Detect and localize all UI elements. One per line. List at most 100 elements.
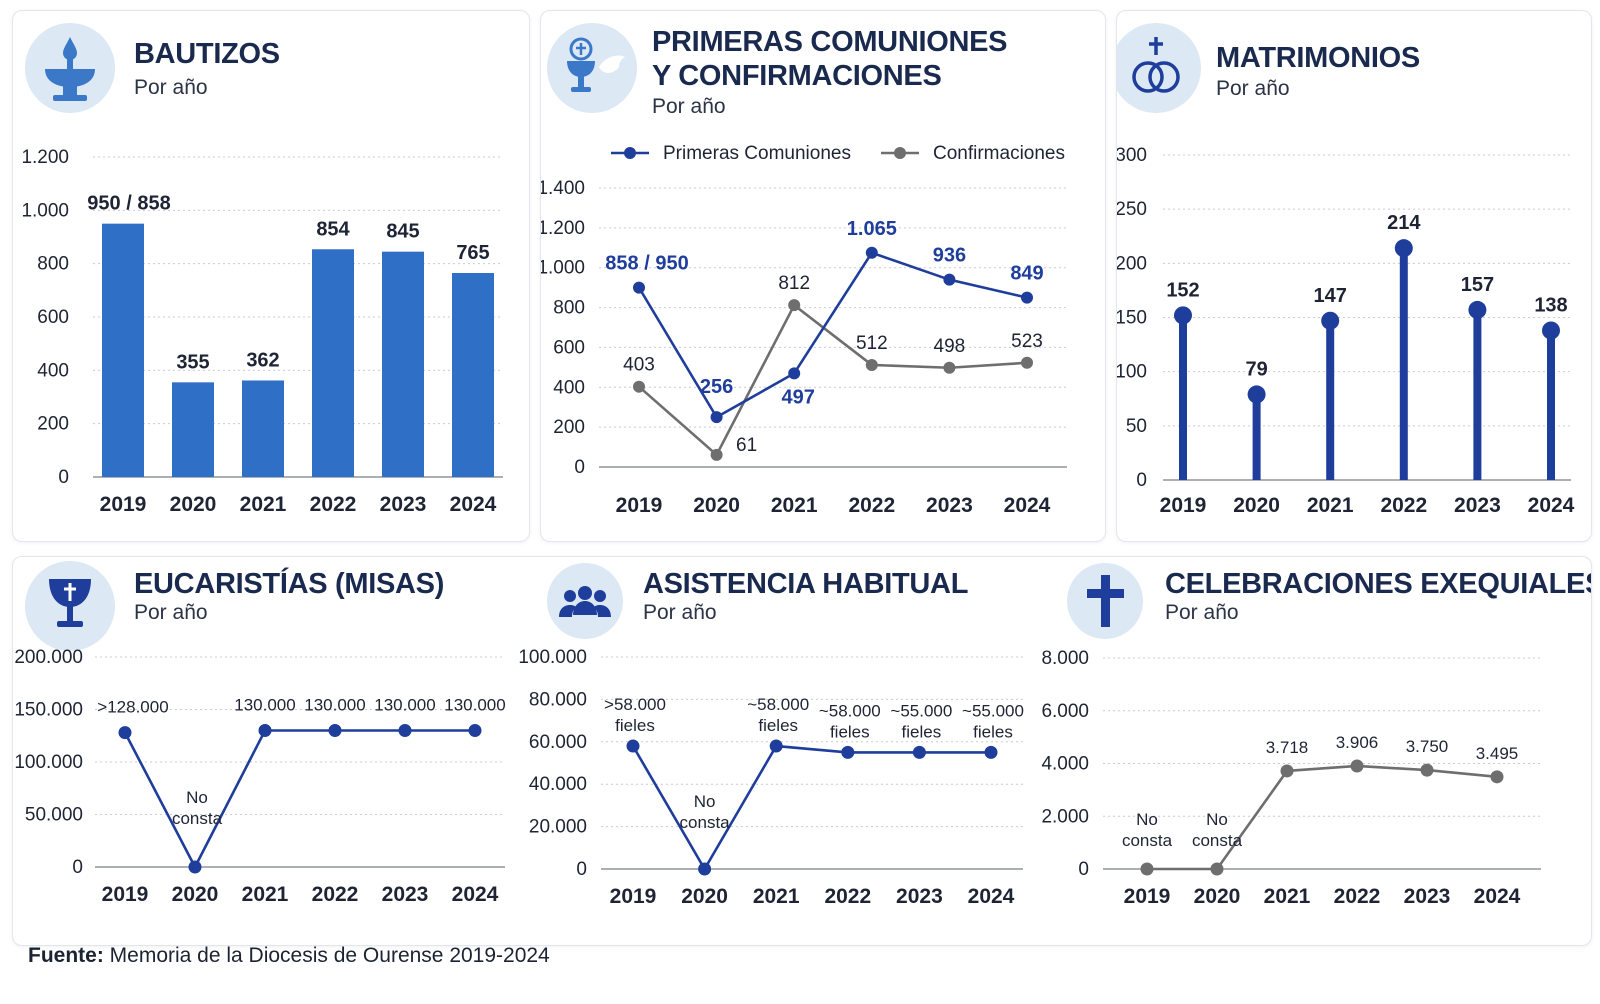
lollipop-head — [1468, 300, 1487, 319]
lollipop-head — [1321, 311, 1340, 330]
chalice-cross-icon — [25, 561, 115, 651]
data-label: 523 — [1011, 331, 1043, 352]
matrimonios-title: MATRIMONIOS — [1216, 42, 1420, 74]
legend-marker — [624, 147, 636, 159]
data-label: 1.065 — [847, 218, 897, 240]
x-tick-label: 2022 — [848, 494, 895, 517]
y-tick-label: 4.000 — [1041, 754, 1089, 775]
x-tick-label: 2019 — [1124, 885, 1171, 908]
comuniones-point — [633, 281, 645, 294]
eucaristias-point — [328, 724, 342, 737]
eucaristias-point — [188, 860, 202, 874]
data-label: 3.750 — [1406, 737, 1449, 756]
data-label: 355 — [176, 351, 209, 373]
comuniones-chart: 0 200 400 600 800 1.000 1.200 1.400 2019 2020 2021… — [540, 143, 1067, 517]
y-tick-label: 200 — [553, 417, 585, 438]
comuniones-title-line1: PRIMERAS COMUNIONES — [652, 26, 1008, 58]
bar — [382, 251, 424, 477]
y-tick-label: 400 — [37, 360, 69, 381]
baptismal-font-icon — [25, 23, 115, 113]
x-tick-label: 2021 — [242, 883, 289, 906]
data-label: 147 — [1314, 285, 1347, 307]
bar — [452, 273, 494, 477]
data-label: No consta — [172, 788, 223, 828]
data-label: No consta — [1192, 810, 1243, 850]
y-tick-label: 0 — [58, 467, 69, 488]
x-tick-label: 2019 — [610, 885, 657, 908]
x-tick-label: 2022 — [1334, 885, 1381, 908]
matrimonios-chart: 0 50 100 150 200 250 300 2019 2020 2021 2022 2023 20… — [1116, 145, 1575, 517]
data-label: ~55.000 fieles — [962, 701, 1024, 741]
data-label: 256 — [700, 376, 733, 398]
x-tick-label: 2019 — [100, 493, 147, 516]
data-label: 130.000 — [304, 696, 365, 715]
data-label: No consta — [680, 792, 731, 832]
source-text: Memoria de la Diocesis de Ourense 2019-2… — [103, 944, 550, 967]
bautizos-subtitle: Por año — [134, 76, 208, 99]
rings-icon — [1117, 23, 1201, 113]
x-tick-label: 2020 — [172, 883, 219, 906]
y-tick-label: 600 — [553, 337, 585, 358]
comuniones-point — [865, 246, 878, 259]
eucaristias-point — [118, 726, 132, 740]
data-label: 950 / 858 — [87, 193, 170, 215]
y-tick-label: 100 — [1116, 362, 1147, 383]
bar — [242, 380, 284, 477]
asistencia-point — [841, 745, 855, 759]
asistencia-point — [698, 862, 712, 876]
x-tick-label: 2021 — [240, 493, 287, 516]
x-tick-label: 2020 — [1194, 885, 1241, 908]
comuniones-point — [710, 411, 723, 424]
bar — [312, 249, 354, 477]
bar — [172, 382, 214, 477]
data-label: 130.000 — [444, 696, 505, 715]
x-tick-label: 2022 — [824, 885, 871, 908]
exequiales-point — [1210, 862, 1224, 876]
confirmaciones-point — [943, 361, 956, 374]
x-tick-label: 2024 — [968, 885, 1015, 908]
lollipop-head — [1174, 306, 1192, 325]
y-tick-label: 0 — [1078, 859, 1089, 880]
y-tick-label: 400 — [553, 377, 585, 398]
data-label: 849 — [1010, 263, 1043, 285]
y-tick-label: 300 — [1116, 145, 1147, 166]
data-label: 130.000 — [234, 696, 295, 715]
chalice-dove-icon — [547, 23, 637, 113]
eucaristias-point — [258, 724, 272, 737]
lollipop-head — [1247, 385, 1266, 404]
eucaristias-subtitle: Por año — [134, 601, 208, 624]
exequiales-line — [1147, 764, 1498, 871]
y-tick-label: 40.000 — [529, 774, 587, 795]
y-tick-label: 250 — [1116, 199, 1147, 220]
y-tick-label: 200 — [37, 414, 69, 435]
confirmaciones-line — [638, 303, 1028, 457]
data-label: 214 — [1387, 212, 1421, 234]
legend-marker — [894, 147, 906, 159]
asistencia-line — [631, 744, 991, 872]
data-label: No consta — [1122, 810, 1173, 850]
y-tick-label: 100.000 — [14, 752, 83, 773]
y-tick-label: 600 — [37, 307, 69, 328]
data-label: 812 — [778, 273, 810, 294]
confirmaciones-point — [633, 380, 645, 393]
x-tick-label: 2020 — [170, 493, 217, 516]
y-tick-label: 8.000 — [1041, 648, 1089, 669]
x-tick-label: 2023 — [896, 885, 943, 908]
bautizos-chart: 0 200 400 600 800 1.000 1.200 2019 2020 2021 2022 2… — [21, 147, 503, 516]
asistencia-point — [984, 745, 998, 759]
confirmaciones-point — [1021, 356, 1033, 369]
exequiales-subtitle: Por año — [1165, 601, 1239, 624]
data-label: 854 — [316, 218, 350, 240]
asistencia-subtitle: Por año — [643, 601, 717, 624]
confirmaciones-point — [788, 299, 801, 312]
data-label: ~58.000 fieles — [747, 695, 809, 735]
x-tick-label: 2021 — [1307, 494, 1354, 517]
data-label: 3.906 — [1336, 733, 1379, 752]
lollipop-head — [1394, 239, 1413, 258]
comuniones-title-line2: Y CONFIRMACIONES — [652, 60, 942, 92]
x-tick-label: 2021 — [771, 494, 818, 517]
x-tick-label: 2023 — [380, 493, 427, 516]
bottom-panel: EUCARISTÍAS (MISAS) Por año ASISTENCIA H… — [12, 556, 1592, 946]
y-tick-label: 1.000 — [540, 258, 585, 279]
eucaristias-line — [123, 729, 475, 870]
